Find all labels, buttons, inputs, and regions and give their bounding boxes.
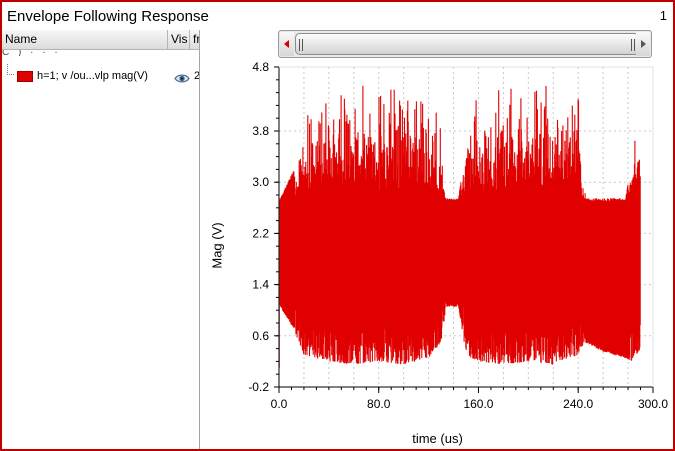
window-title: Envelope Following Response — [7, 8, 209, 25]
scrollbar-thumb[interactable] — [295, 33, 639, 55]
trace-browser-panel: Name Vis fr C ) · · · h=1; v /ou...vlp m… — [2, 30, 200, 449]
trace-color-swatch — [17, 71, 33, 82]
column-header-fr[interactable]: fr — [193, 32, 200, 46]
x-tick-label: 0.0 — [271, 397, 288, 411]
thumb-grip-left-2[interactable] — [302, 39, 303, 51]
thumb-grip-left[interactable] — [299, 39, 300, 51]
arrow-left-icon — [284, 40, 289, 48]
axes — [274, 66, 654, 393]
trace-extra-value: 2 — [194, 70, 200, 82]
scrollbar-track[interactable] — [278, 30, 652, 58]
tick-labels: 4.8 3.8 3.0 2.2 1.4 0.6 -0.20.0 80.0 160.0 240.0 3… — [248, 60, 668, 411]
x-axis-label: time (us) — [412, 431, 463, 446]
title-bar: Envelope Following Response 1 — [2, 2, 673, 30]
x-tick-label: 160.0 — [463, 397, 493, 411]
y-tick-label: 2.2 — [252, 226, 269, 240]
column-header-vis[interactable]: Vis — [168, 30, 190, 49]
column-header-name[interactable]: Name — [2, 30, 168, 49]
tree-connector — [7, 64, 14, 75]
y-tick-label: 0.6 — [252, 329, 269, 343]
thumb-grip-right[interactable] — [634, 39, 635, 51]
y-tick-label: -0.2 — [248, 380, 269, 394]
x-zoom-scrollbar[interactable] — [278, 30, 652, 58]
scroll-left-button[interactable] — [280, 32, 294, 56]
x-tick-label: 300.0 — [638, 397, 668, 411]
x-tick-label: 240.0 — [563, 397, 593, 411]
trace-name: h=1; v /ou...vlp mag(V) — [37, 70, 148, 82]
trace-layer — [278, 85, 641, 368]
subwindow-number[interactable]: 1 — [659, 8, 667, 23]
y-tick-label: 3.8 — [252, 124, 269, 138]
partial-row: C ) · · · — [2, 50, 61, 56]
arrow-right-icon — [641, 40, 646, 48]
x-tick-label: 80.0 — [367, 397, 391, 411]
chart-canvas[interactable]: 4.8 3.8 3.0 2.2 1.4 0.6 -0.20.0 80.0 160.0 240.0 3… — [202, 58, 673, 430]
trace-envelope — [279, 85, 641, 365]
scroll-right-button[interactable] — [636, 32, 650, 56]
trace-browser-header: Name Vis fr — [2, 30, 199, 50]
thumb-grip-right-2[interactable] — [631, 39, 632, 51]
y-axis-label: Mag (V) — [209, 222, 225, 269]
plot-area[interactable]: Mag (V) 4.8 3.8 3.0 2.2 1.4 0.6 -0.2 0.0 80.0 160… — [202, 58, 673, 449]
y-tick-label: 4.8 — [252, 60, 269, 74]
eye-icon[interactable] — [174, 71, 190, 89]
y-tick-label: 3.0 — [252, 175, 269, 189]
y-tick-label: 1.4 — [252, 278, 269, 292]
trace-list-item[interactable]: h=1; v /ou...vlp mag(V) 2 — [2, 64, 200, 89]
